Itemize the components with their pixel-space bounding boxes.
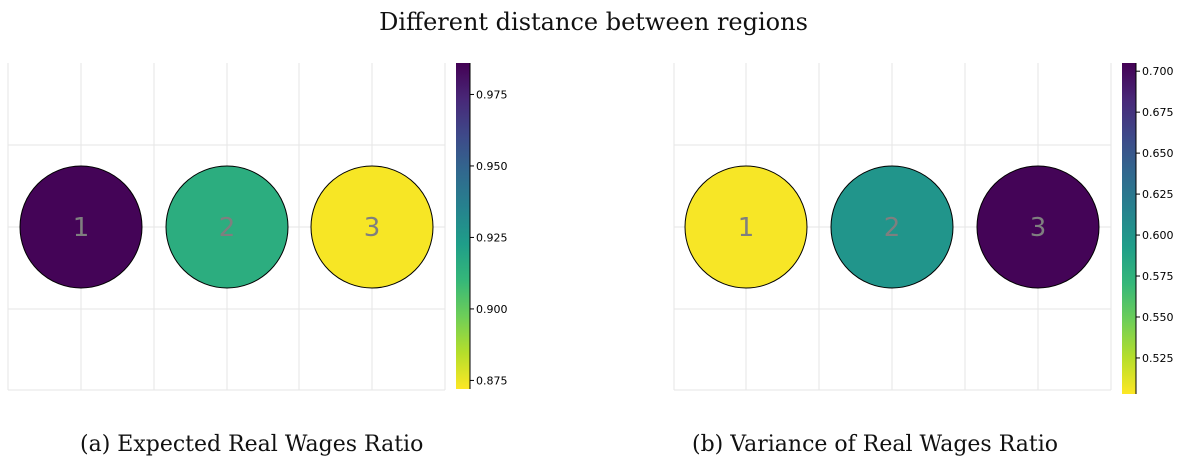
region-label-2: 2 — [884, 213, 901, 243]
colorbar-tick-label: 0.525 — [1142, 352, 1174, 365]
colorbar-tick-label: 0.675 — [1142, 106, 1174, 119]
colorbar-tick-label: 0.875 — [476, 374, 508, 387]
colorbar-tick-label: 0.900 — [476, 303, 508, 316]
figure-title: Different distance between regions — [379, 8, 808, 36]
caption-a: (a) Expected Real Wages Ratio — [80, 432, 424, 457]
colorbar-tick-label: 0.575 — [1142, 270, 1174, 283]
colorbar — [456, 63, 470, 389]
region-label-1: 1 — [73, 213, 90, 243]
region-node-2 — [165, 165, 289, 289]
region-label-1: 1 — [738, 213, 755, 243]
caption-b: (b) Variance of Real Wages Ratio — [692, 432, 1059, 457]
panel-a: 1 2 3 0.875 0.900 0.925 0.950 0.975 — [7, 63, 508, 391]
region-label-2: 2 — [219, 213, 236, 243]
colorbar-tick-label: 0.625 — [1142, 188, 1174, 201]
colorbar-tick-label: 0.950 — [476, 160, 508, 173]
colorbar-tick-label: 0.550 — [1142, 311, 1174, 324]
region-node-1 — [684, 165, 808, 289]
colorbar-tick-label: 0.650 — [1142, 147, 1174, 160]
colorbar-tick-label: 0.975 — [476, 88, 508, 101]
region-node-2 — [830, 165, 954, 289]
region-node-1 — [19, 165, 143, 289]
colorbar — [1122, 63, 1136, 394]
colorbar-tick-label: 0.925 — [476, 231, 508, 244]
region-node-3 — [976, 165, 1100, 289]
region-label-3: 3 — [364, 213, 381, 243]
colorbar-tick-label: 0.700 — [1142, 65, 1174, 78]
panel-b: 1 2 3 0.525 0.550 0.575 0.600 0.625 0.650 0.675 0.… — [673, 63, 1174, 394]
region-node-3 — [310, 165, 434, 289]
region-label-3: 3 — [1030, 213, 1047, 243]
colorbar-tick-label: 0.600 — [1142, 229, 1174, 242]
